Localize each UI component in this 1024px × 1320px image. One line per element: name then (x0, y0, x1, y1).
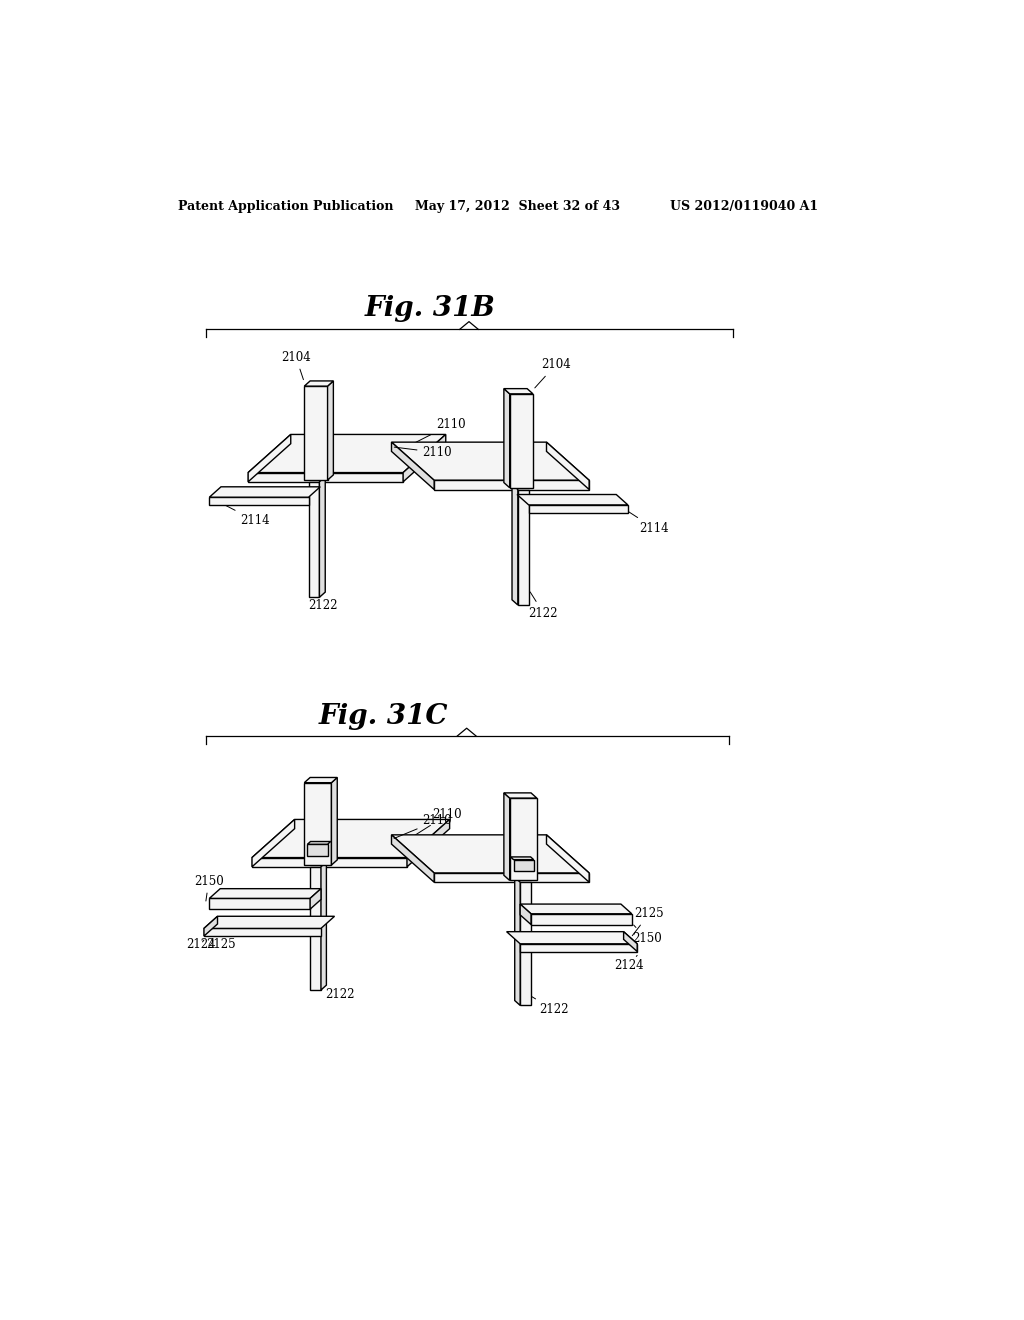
Text: 2124: 2124 (186, 937, 216, 950)
Text: 2104: 2104 (535, 359, 570, 388)
Text: 2122: 2122 (308, 585, 338, 612)
Polygon shape (248, 473, 403, 482)
Polygon shape (307, 845, 328, 855)
Polygon shape (332, 777, 337, 865)
Polygon shape (391, 442, 434, 490)
Polygon shape (304, 387, 328, 480)
Polygon shape (504, 388, 532, 393)
Polygon shape (624, 932, 637, 952)
Polygon shape (520, 944, 637, 952)
Polygon shape (209, 899, 310, 909)
Polygon shape (391, 834, 434, 882)
Polygon shape (520, 904, 632, 913)
Polygon shape (328, 381, 334, 480)
Polygon shape (209, 487, 321, 498)
Text: 2125: 2125 (207, 932, 237, 950)
Text: May 17, 2012  Sheet 32 of 43: May 17, 2012 Sheet 32 of 43 (415, 199, 620, 213)
Polygon shape (209, 498, 308, 506)
Polygon shape (504, 793, 510, 880)
Polygon shape (204, 928, 321, 936)
Text: 2124: 2124 (614, 956, 643, 973)
Polygon shape (547, 834, 589, 882)
Polygon shape (407, 820, 450, 867)
Text: Fig. 31B: Fig. 31B (365, 296, 496, 322)
Polygon shape (304, 783, 332, 865)
Text: 2104: 2104 (281, 351, 311, 380)
Polygon shape (391, 834, 589, 873)
Polygon shape (304, 381, 334, 387)
Text: 2150: 2150 (632, 925, 662, 945)
Text: 2110: 2110 (394, 446, 453, 459)
Polygon shape (310, 867, 321, 990)
Polygon shape (391, 442, 589, 480)
Polygon shape (520, 882, 531, 1006)
Polygon shape (512, 484, 518, 605)
Polygon shape (204, 916, 335, 928)
Polygon shape (307, 842, 331, 845)
Text: 2114: 2114 (627, 511, 669, 535)
Text: 2150: 2150 (194, 875, 223, 902)
Text: Fig. 31C: Fig. 31C (319, 704, 449, 730)
Text: 2122: 2122 (316, 979, 355, 1001)
Text: Patent Application Publication: Patent Application Publication (178, 199, 394, 213)
Polygon shape (531, 913, 632, 924)
Text: 2110: 2110 (403, 418, 466, 449)
Polygon shape (252, 820, 295, 867)
Polygon shape (252, 820, 450, 858)
Polygon shape (252, 858, 407, 867)
Polygon shape (510, 393, 532, 488)
Polygon shape (310, 888, 321, 909)
Polygon shape (308, 482, 319, 597)
Polygon shape (204, 916, 217, 936)
Text: 2114: 2114 (219, 503, 270, 527)
Polygon shape (507, 932, 637, 944)
Polygon shape (510, 857, 534, 859)
Polygon shape (319, 477, 326, 597)
Polygon shape (504, 793, 537, 799)
Text: 2110: 2110 (408, 808, 462, 840)
Polygon shape (434, 873, 589, 882)
Polygon shape (515, 878, 520, 1006)
Polygon shape (403, 434, 445, 482)
Polygon shape (304, 777, 337, 783)
Text: 2125: 2125 (632, 907, 665, 936)
Polygon shape (518, 490, 528, 605)
Text: 2122: 2122 (528, 591, 558, 619)
Polygon shape (321, 862, 327, 990)
Polygon shape (248, 434, 445, 473)
Polygon shape (434, 480, 589, 490)
Polygon shape (209, 888, 321, 899)
Polygon shape (517, 495, 628, 506)
Polygon shape (504, 388, 510, 488)
Polygon shape (547, 442, 589, 490)
Text: 2110: 2110 (394, 814, 453, 838)
Polygon shape (520, 904, 531, 924)
Polygon shape (514, 859, 534, 871)
Polygon shape (510, 799, 537, 880)
Polygon shape (528, 506, 628, 512)
Text: 2122: 2122 (529, 995, 568, 1016)
Text: US 2012/0119040 A1: US 2012/0119040 A1 (671, 199, 818, 213)
Polygon shape (248, 434, 291, 482)
